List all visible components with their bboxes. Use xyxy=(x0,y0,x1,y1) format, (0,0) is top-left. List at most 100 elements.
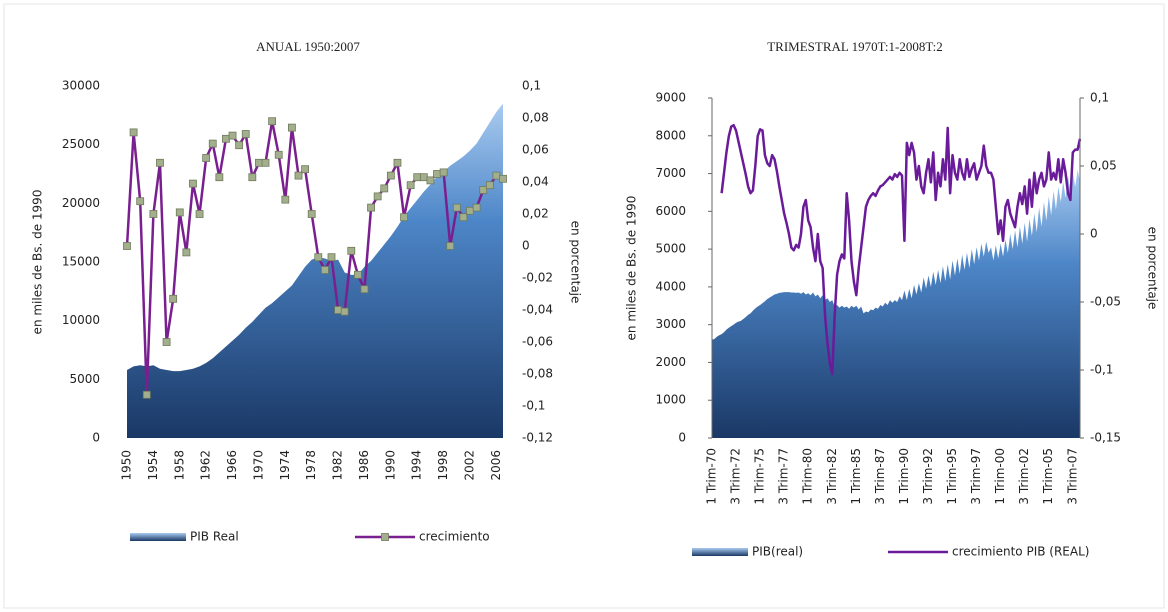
y-tick-label: 5000 xyxy=(655,242,686,256)
x-tick-label: 3 Trim-92 xyxy=(921,448,935,505)
area xyxy=(712,169,1080,438)
marker xyxy=(334,306,342,314)
marker xyxy=(492,171,501,180)
y2-tick-label: -0,06 xyxy=(522,335,553,349)
y-tick-label: 10000 xyxy=(62,313,100,327)
marker xyxy=(386,171,395,180)
y-tick-label: 0 xyxy=(678,431,686,445)
y2-tick-label: -0,02 xyxy=(522,271,553,285)
marker xyxy=(360,285,369,294)
x-tick-label: 1994 xyxy=(410,450,424,481)
marker xyxy=(274,150,283,159)
marker xyxy=(446,242,455,250)
x-tick-label: 1962 xyxy=(199,450,213,481)
x-tick-label: 1978 xyxy=(304,450,318,481)
marker xyxy=(327,253,336,262)
marker xyxy=(255,158,263,167)
y-tick-label: 5000 xyxy=(69,372,100,386)
marker xyxy=(228,131,237,140)
marker xyxy=(195,210,204,218)
marker xyxy=(281,195,290,204)
marker xyxy=(261,158,270,167)
marker xyxy=(479,186,488,194)
x-tick-label: 1970 xyxy=(251,450,265,481)
marker xyxy=(268,117,277,126)
y2-tick-label: 0 xyxy=(522,239,530,253)
y2-tick-label: 0,1 xyxy=(1090,91,1109,105)
y-tick-label: 20000 xyxy=(62,196,100,210)
x-tick-label: 3 Trim-97 xyxy=(969,448,983,505)
x-tick-label: 3 Trim-07 xyxy=(1065,448,1079,505)
x-tick-label: 1974 xyxy=(278,450,292,481)
y-tick-label: 15000 xyxy=(62,255,100,269)
chart-title: ANUAL 1950:2007 xyxy=(256,39,360,54)
marker xyxy=(393,158,402,167)
marker xyxy=(182,248,191,257)
marker xyxy=(485,181,494,190)
marker xyxy=(426,176,435,185)
marker xyxy=(136,197,145,206)
y-tick-label: 6000 xyxy=(655,204,686,218)
x-tick-label: 1954 xyxy=(146,450,160,481)
legend-label: PIB(real) xyxy=(752,545,803,559)
y-tick-label: 0 xyxy=(92,431,100,445)
y2-axis-title: en porcentaje xyxy=(1146,227,1160,310)
x-tick-label: 1990 xyxy=(383,450,397,481)
marker xyxy=(294,171,303,180)
marker xyxy=(347,246,356,255)
x-tick-label: 1 Trim-85 xyxy=(849,448,863,505)
y2-tick-label: -0,1 xyxy=(522,399,545,413)
marker xyxy=(156,158,164,167)
y2-tick-label: 0,04 xyxy=(522,175,549,189)
marker xyxy=(169,294,178,303)
x-tick-label: 2002 xyxy=(463,450,477,481)
y-tick-label: 25000 xyxy=(62,137,100,151)
y-tick-label: 7000 xyxy=(655,166,686,180)
marker xyxy=(320,266,329,274)
x-tick-label: 1 Trim-80 xyxy=(801,448,815,505)
legend-label: PIB Real xyxy=(190,530,239,544)
marker xyxy=(380,184,389,193)
marker xyxy=(307,210,316,218)
y-tick-label: 3000 xyxy=(655,317,686,331)
x-tick-label: 3 Trim-82 xyxy=(825,448,839,505)
y-tick-label: 2000 xyxy=(655,355,686,369)
x-tick-label: 1950 xyxy=(120,450,134,481)
x-tick-label: 3 Trim-87 xyxy=(873,448,887,505)
y-axis-title: en miles de Bs. de 1990 xyxy=(31,190,45,335)
x-tick-label: 1986 xyxy=(357,450,371,481)
x-tick-label: 1 Trim-90 xyxy=(897,448,911,505)
marker xyxy=(340,307,349,316)
y2-tick-label: -0,04 xyxy=(522,303,553,317)
marker xyxy=(406,181,415,190)
y2-tick-label: -0,1 xyxy=(1090,363,1113,377)
marker xyxy=(149,210,158,218)
y2-axis-title: en porcentaje xyxy=(569,221,583,304)
marker xyxy=(288,123,296,132)
y-tick-label: 4000 xyxy=(655,279,686,293)
marker xyxy=(248,173,257,182)
x-tick-label: 3 Trim-77 xyxy=(777,448,791,505)
x-tick-label: 1998 xyxy=(436,450,450,481)
chart-title: TRIMESTRAL 1970T:1-2008T:2 xyxy=(767,39,943,54)
y2-tick-label: 0 xyxy=(1090,227,1098,241)
marker xyxy=(472,203,481,212)
legend-swatch xyxy=(692,548,748,556)
marker xyxy=(452,203,461,212)
marker xyxy=(222,134,230,143)
y2-tick-label: 0,05 xyxy=(1090,159,1117,173)
x-tick-label: 3 Trim-02 xyxy=(1017,448,1031,505)
marker xyxy=(175,208,184,217)
y2-tick-label: -0,12 xyxy=(522,431,553,445)
area xyxy=(127,103,503,438)
marker xyxy=(129,128,138,137)
marker xyxy=(367,203,375,212)
marker xyxy=(202,154,211,162)
y-tick-label: 8000 xyxy=(655,128,686,142)
legend-label: crecimiento PIB (REAL) xyxy=(952,545,1089,559)
x-tick-label: 1966 xyxy=(225,450,239,481)
marker xyxy=(215,173,224,182)
x-tick-label: 1 Trim-95 xyxy=(945,448,959,505)
x-tick-label: 1 Trim-75 xyxy=(753,448,767,505)
y2-tick-label: 0,06 xyxy=(522,143,549,157)
